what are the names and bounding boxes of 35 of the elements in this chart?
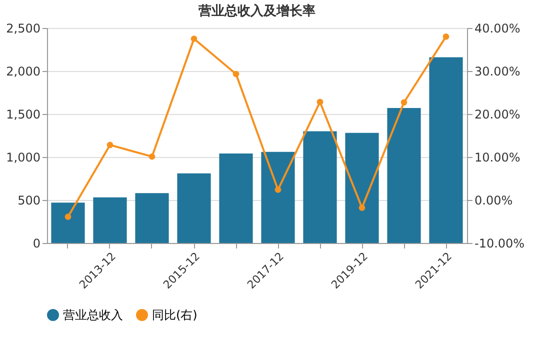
point xyxy=(274,186,282,193)
point xyxy=(232,70,240,78)
bar xyxy=(177,173,211,243)
point xyxy=(442,33,450,40)
bar xyxy=(135,193,169,243)
bar xyxy=(429,57,463,243)
y2-tick-label: 30.00% xyxy=(474,64,520,78)
y-tick-label: 2,500 xyxy=(6,22,40,36)
y-tick-label: 1,000 xyxy=(6,150,40,164)
bar xyxy=(345,132,379,243)
point xyxy=(106,142,114,148)
y-tick-label: 500 xyxy=(18,194,40,208)
bar xyxy=(219,154,253,243)
point xyxy=(148,153,156,160)
point xyxy=(400,99,408,106)
y2-tick-label: 40.00% xyxy=(474,22,520,36)
legend-label: 营业总收入 xyxy=(63,308,123,322)
point xyxy=(64,214,72,220)
bar xyxy=(93,197,127,243)
point xyxy=(190,36,198,42)
y-tick-label: 1,500 xyxy=(6,108,40,122)
point xyxy=(316,98,324,106)
chart-title: 营业总收入及增长率 xyxy=(198,3,316,19)
y2-tick-label: -10.00% xyxy=(474,236,525,250)
y2-tick-label: 0.00% xyxy=(474,194,513,208)
bar xyxy=(303,131,337,243)
point xyxy=(358,204,366,211)
y2-tick-label: 20.00% xyxy=(474,108,520,122)
y-tick-label: 2,000 xyxy=(6,64,40,78)
bar xyxy=(51,202,85,243)
bar xyxy=(261,152,295,243)
y2-tick-label: 10.00% xyxy=(474,150,520,164)
y-tick-label: 0 xyxy=(32,236,40,250)
legend-label: 同比(右) xyxy=(152,308,198,322)
bar xyxy=(387,108,421,243)
